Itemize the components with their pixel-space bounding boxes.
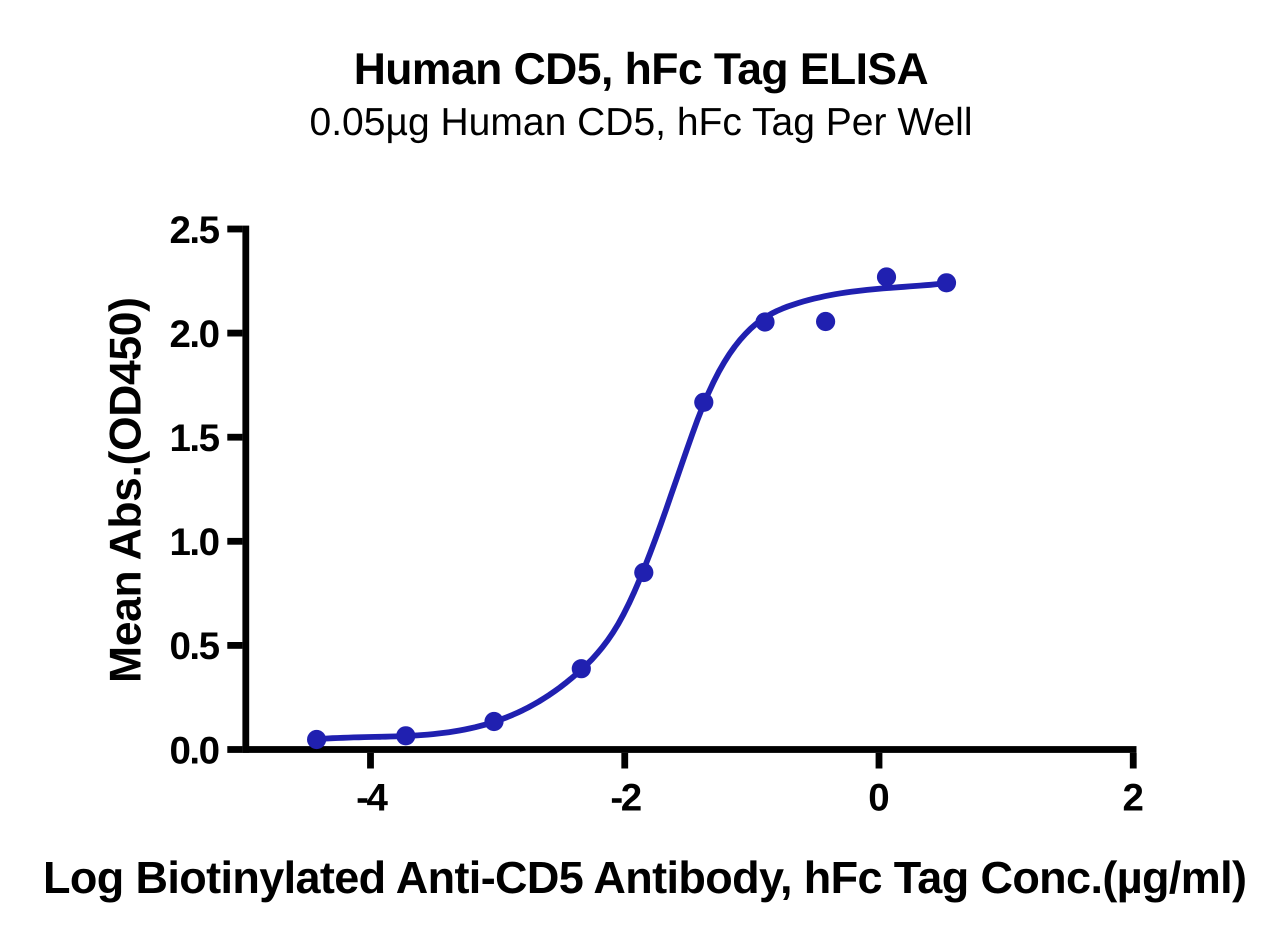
svg-text:0.5: 0.5	[170, 625, 221, 668]
svg-text:0.0: 0.0	[170, 729, 221, 772]
svg-text:2: 2	[1123, 777, 1144, 820]
svg-text:-4: -4	[356, 777, 388, 820]
svg-text:Human CD5, hFc Tag ELISA: Human CD5, hFc Tag ELISA	[354, 45, 929, 94]
svg-text:2.0: 2.0	[170, 313, 221, 356]
svg-text:0: 0	[868, 777, 889, 820]
svg-text:2.5: 2.5	[170, 209, 221, 252]
svg-text:1.5: 1.5	[170, 417, 221, 460]
svg-text:Mean Abs.(OD450): Mean Abs.(OD450)	[102, 297, 151, 683]
svg-text:0.05µg Human CD5, hFc Tag Per: 0.05µg Human CD5, hFc Tag Per Well	[310, 101, 973, 144]
svg-text:1.0: 1.0	[170, 521, 221, 564]
svg-text:-2: -2	[610, 777, 642, 820]
svg-text:Log Biotinylated Anti-CD5 Anti: Log Biotinylated Anti-CD5 Antibody, hFc …	[43, 852, 1247, 903]
